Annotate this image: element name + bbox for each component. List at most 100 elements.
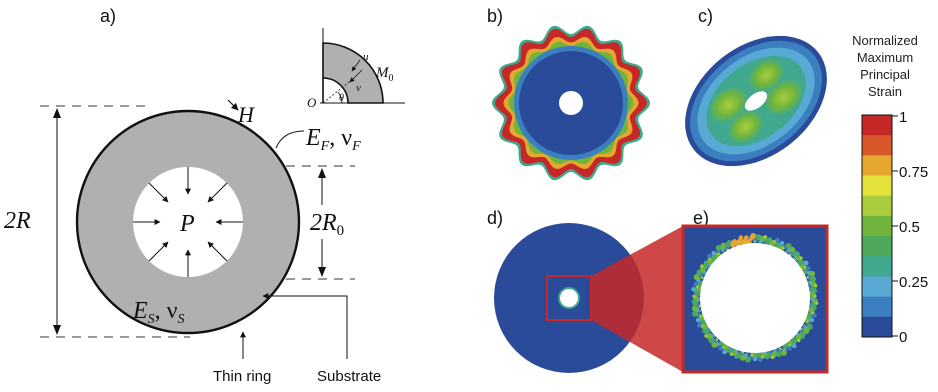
speckle [801,335,805,339]
speckle [697,323,702,328]
speckle [810,276,817,283]
speckle [732,238,737,243]
ellipse-hole [744,91,768,111]
speckle [779,240,785,246]
speckle [750,233,757,240]
disk-hole [560,289,578,307]
speckle [734,355,738,359]
colorbar-cell [862,115,892,136]
panel-a-label: a) [100,6,116,26]
speckle [791,337,798,344]
speckle [711,250,717,256]
speckle [791,343,797,349]
speckle [695,317,701,323]
label-film-props: EF, νF [305,125,361,154]
colorbar-cell [862,276,892,298]
speckle [693,281,698,287]
colorbar-cells [862,115,892,338]
speckle [787,346,792,351]
speckle [814,284,818,288]
colorbar-title-1: Normalized [852,33,918,48]
speckle [763,235,768,239]
speckle [797,259,804,266]
speckle [795,334,802,341]
colorbar-cell [862,215,892,237]
panel-d-disk: d) [487,208,683,373]
colorbar-title-3: Principal [860,67,910,82]
colorbar-tick-025: 0.25 [899,274,928,291]
speckle [797,338,801,343]
speckle [770,355,775,360]
speckle [700,264,704,268]
speckle [744,235,749,240]
speckle [809,270,816,277]
speckle [765,356,769,360]
lobe-3 [748,58,785,93]
colorbar-tick-075: 0.75 [899,164,928,181]
wrinkle-hole [559,91,583,115]
speckle [722,349,727,355]
zoom-connector [591,226,683,372]
speckle [812,313,817,318]
colorbar-tick-05: 0.5 [899,219,920,236]
speckle [752,356,758,362]
inset-M0: M0 [375,65,394,84]
speckle [814,289,818,293]
colorbar-cell [862,175,892,197]
inset-theta: θ [339,93,344,104]
inset-u: u [363,51,369,63]
speckle [704,260,708,264]
colorbar-tick-1: 1 [899,109,907,126]
speckle [704,334,708,338]
speckle [803,260,809,266]
speckle [780,349,787,356]
speckle [691,299,695,304]
panel-e-zoom: e) [681,208,829,374]
speckle [739,354,746,361]
speckle [799,256,803,260]
quarter-ring-inset: u v M0 O θ [307,28,405,110]
zoom-hole [700,243,810,353]
speckle [792,250,799,257]
panel-b-wrinkled-ring: b) [487,6,650,181]
speckle [715,244,722,251]
colorbar-title-4: Strain [868,84,902,99]
speckle [707,253,712,259]
colorbar-title-2: Maximum [857,50,913,65]
panel-a-schematic: a) 2R 2R0 P [2,6,405,385]
speckle [720,242,727,249]
speckle [785,242,792,249]
speckle [809,317,815,323]
speckle [718,346,723,351]
speckle [702,329,706,333]
speckle [729,352,733,356]
speckle [796,251,800,256]
speckle [693,274,700,281]
speckle [806,323,813,330]
panel-b-label: b) [487,6,503,26]
speckle [703,328,710,335]
speckle [691,286,696,292]
speckle [692,294,696,298]
label-2R0: 2R0 [310,210,344,239]
colorbar-cell [862,236,892,257]
speckle [775,351,782,358]
speckle [813,294,817,298]
speckle [696,269,703,276]
speckle [803,327,810,334]
pressure-arrows [133,167,243,277]
colorbar: Normalized Maximum Principal Strain 1 0.… [852,33,928,346]
speckle [775,237,780,243]
colorbar-cell [862,155,892,177]
speckle [705,332,712,339]
speckle [768,237,773,241]
speckle [691,305,698,312]
speckle [789,246,796,253]
speckle [744,356,751,363]
speckle [738,235,744,240]
colorbar-cell [862,135,892,156]
speckle [813,306,817,310]
inset-O: O [307,95,317,110]
speckle [755,234,762,241]
panel-c-label: c) [698,6,713,26]
